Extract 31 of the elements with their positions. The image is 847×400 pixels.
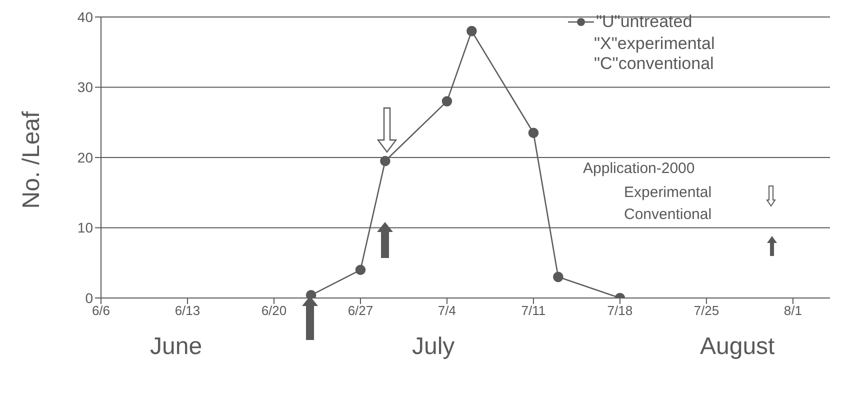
x-tick-label: 7/18	[607, 303, 633, 318]
x-tick-label: 7/25	[694, 303, 720, 318]
annotation: Application-2000	[583, 160, 695, 177]
annotation: Experimental	[624, 184, 712, 201]
y-tick-label: 30	[77, 79, 94, 96]
point	[380, 156, 390, 166]
text: August	[700, 333, 775, 361]
x-tick-label: 6/20	[261, 303, 287, 318]
point	[528, 128, 539, 138]
x-tick-label: 7/11	[521, 303, 546, 318]
text: June	[150, 333, 202, 361]
point	[553, 272, 564, 282]
text: July	[412, 333, 455, 361]
y-tick-label: 10	[77, 220, 94, 236]
point	[355, 264, 366, 276]
x-tick-label: 6/27	[348, 303, 374, 318]
y-tick-label: 0	[85, 290, 94, 306]
point	[442, 96, 452, 106]
y-tick-label: 40	[77, 8, 94, 25]
x-tick-label: 6/6	[92, 303, 110, 318]
point	[466, 26, 477, 36]
annotation: Conventional	[624, 206, 712, 223]
x-tick-label: 8/1	[784, 303, 802, 318]
x-tick-label: 6/13	[174, 303, 200, 318]
annotation: "X"experimental	[594, 34, 715, 54]
point	[306, 290, 316, 298]
legend-label: "U"untreated	[596, 12, 692, 32]
x-tick-label: 7/4	[438, 303, 456, 318]
y-tick-label: 20	[77, 149, 94, 166]
y-axis-title: No. /Leaf	[18, 111, 46, 209]
annotation: "C"conventional	[594, 54, 714, 74]
